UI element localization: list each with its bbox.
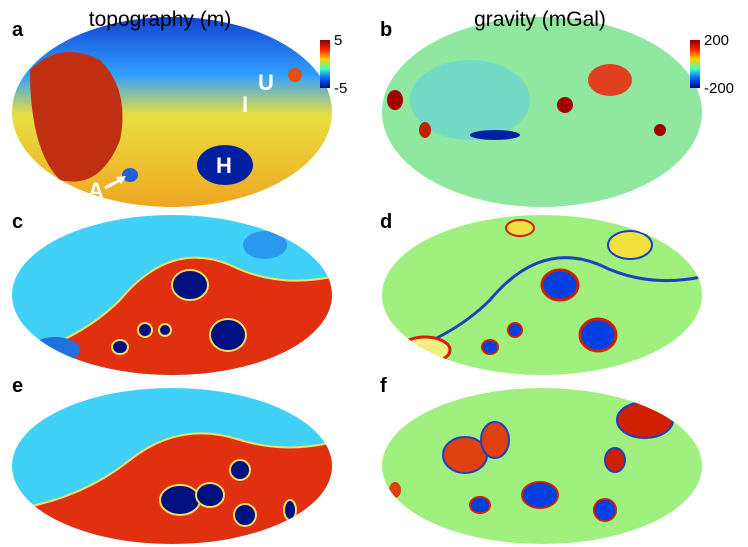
feature-label: U: [258, 70, 274, 95]
colorbar: [320, 40, 330, 88]
panel-title: gravity (mGal): [474, 8, 606, 31]
panel-letter: a: [12, 19, 24, 41]
colorbar-tick-label: -200: [704, 80, 734, 97]
colorbar-tick-label: -5: [334, 80, 347, 97]
panel-letter: e: [12, 375, 23, 397]
map-topography-model-1: [10, 215, 340, 380]
panel-letter: d: [380, 211, 392, 233]
feature-label: I: [242, 92, 248, 117]
map-topography-observed: [10, 15, 340, 215]
panel-letter: f: [380, 375, 387, 397]
map-gravity-observed: [380, 15, 710, 215]
colorbar-tick-label: 200: [704, 32, 729, 49]
feature-label: A: [88, 178, 104, 203]
figure: a b c d e f topography (m) gravity (mGal…: [0, 0, 748, 547]
feature-label: H: [216, 153, 232, 178]
panel-letter: b: [380, 19, 392, 41]
map-gravity-model-2: [380, 385, 710, 547]
panel-title: topography (m): [89, 8, 231, 31]
map-topography-model-2: [10, 385, 340, 547]
panel-letter: c: [12, 211, 23, 233]
map-gravity-model-1: [380, 215, 710, 380]
colorbar-tick-label: 5: [334, 32, 342, 49]
colorbar: [690, 40, 700, 88]
